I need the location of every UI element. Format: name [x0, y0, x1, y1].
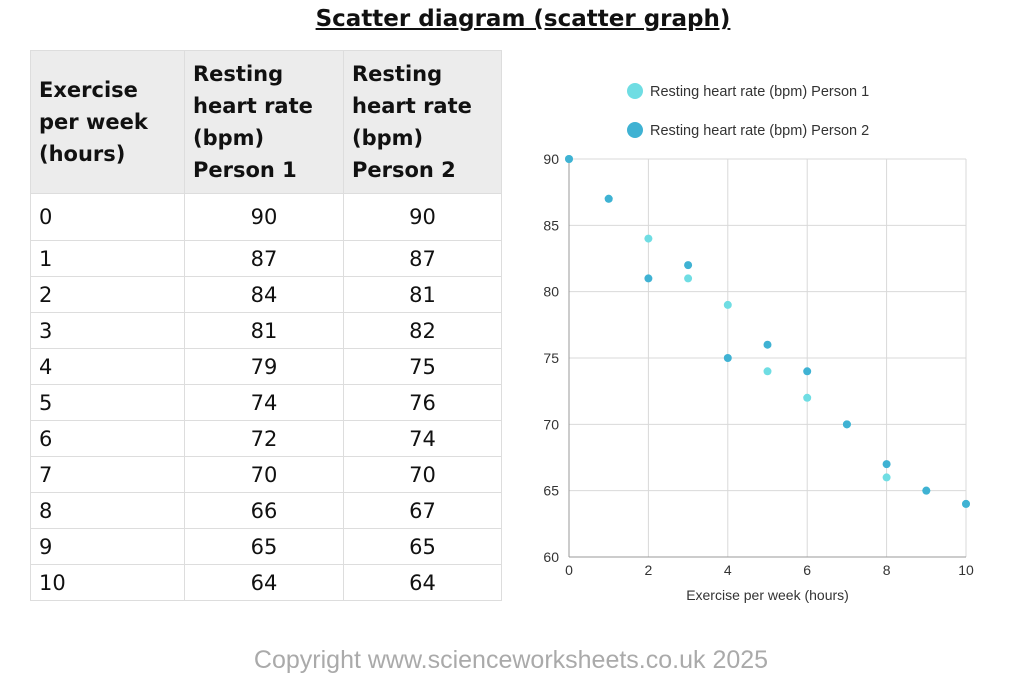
- cell-exercise: 0: [30, 193, 185, 241]
- header-person2: Resting heart rate (bpm) Person 2: [343, 50, 502, 194]
- cell-exercise: 9: [30, 528, 185, 565]
- data-point: [803, 367, 812, 376]
- data-point: [684, 261, 693, 270]
- y-tick-label: 65: [543, 483, 559, 499]
- data-point: [882, 460, 891, 469]
- data-point: [644, 234, 653, 243]
- data-point: [723, 300, 732, 309]
- table-row: 6 72 74: [30, 420, 502, 457]
- cell-exercise: 3: [30, 312, 185, 349]
- table-header-row: Exercise per week (hours) Resting heart …: [30, 50, 502, 194]
- data-point: [882, 473, 891, 482]
- page-title: Scatter diagram (scatter graph): [315, 6, 731, 32]
- table-row: 5 74 76: [30, 384, 502, 421]
- cell-person1: 87: [184, 240, 344, 277]
- data-point: [763, 340, 772, 349]
- data-point: [644, 274, 653, 283]
- table-row: 1 87 87: [30, 240, 502, 277]
- y-tick-label: 70: [543, 416, 559, 432]
- table-row: 0 90 90: [30, 193, 502, 241]
- cell-person2: 82: [343, 312, 502, 349]
- x-tick-label: 2: [645, 562, 653, 578]
- table-row: 10 64 64: [30, 564, 502, 601]
- table-row: 3 81 82: [30, 312, 502, 349]
- data-point: [763, 367, 772, 376]
- cell-exercise: 1: [30, 240, 185, 277]
- x-tick-label: 6: [803, 562, 811, 578]
- header-exercise: Exercise per week (hours): [30, 50, 185, 194]
- copyright-footer: Copyright www.scienceworksheets.co.uk 20…: [253, 646, 769, 674]
- x-tick-label: 0: [565, 562, 573, 578]
- y-tick-label: 80: [543, 284, 559, 300]
- y-tick-label: 90: [543, 151, 559, 167]
- table-row: 2 84 81: [30, 276, 502, 313]
- y-tick-label: 85: [543, 217, 559, 233]
- data-point: [684, 274, 693, 283]
- cell-person1: 72: [184, 420, 344, 457]
- data-point: [604, 194, 613, 203]
- y-tick-label: 75: [543, 350, 559, 366]
- legend-label: Resting heart rate (bpm) Person 1: [650, 84, 869, 100]
- cell-person2: 64: [343, 564, 502, 601]
- cell-exercise: 10: [30, 564, 185, 601]
- data-point: [803, 393, 812, 402]
- table-row: 8 66 67: [30, 492, 502, 529]
- cell-exercise: 7: [30, 456, 185, 493]
- cell-person1: 66: [184, 492, 344, 529]
- cell-exercise: 8: [30, 492, 185, 529]
- data-point: [962, 499, 970, 508]
- cell-person1: 79: [184, 348, 344, 385]
- x-tick-label: 4: [724, 562, 732, 578]
- legend-label: Resting heart rate (bpm) Person 2: [650, 123, 869, 139]
- data-point: [565, 155, 573, 163]
- cell-exercise: 6: [30, 420, 185, 457]
- table-row: 9 65 65: [30, 528, 502, 565]
- x-tick-label: 10: [958, 562, 974, 578]
- x-tick-label: 8: [883, 562, 891, 578]
- cell-person1: 70: [184, 456, 344, 493]
- table-row: 4 79 75: [30, 348, 502, 385]
- cell-person2: 65: [343, 528, 502, 565]
- data-table: Exercise per week (hours) Resting heart …: [30, 50, 502, 601]
- cell-person2: 74: [343, 420, 502, 457]
- legend-marker: [627, 122, 643, 138]
- cell-person1: 65: [184, 528, 344, 565]
- cell-exercise: 4: [30, 348, 185, 385]
- x-axis-label: Exercise per week (hours): [686, 587, 849, 603]
- data-point: [922, 486, 931, 495]
- cell-person2: 87: [343, 240, 502, 277]
- legend-marker: [627, 83, 643, 99]
- data-point: [723, 354, 732, 362]
- cell-person1: 84: [184, 276, 344, 313]
- y-tick-label: 60: [543, 549, 559, 565]
- cell-person1: 64: [184, 564, 344, 601]
- cell-person2: 75: [343, 348, 502, 385]
- data-point: [842, 420, 851, 429]
- cell-person2: 67: [343, 492, 502, 529]
